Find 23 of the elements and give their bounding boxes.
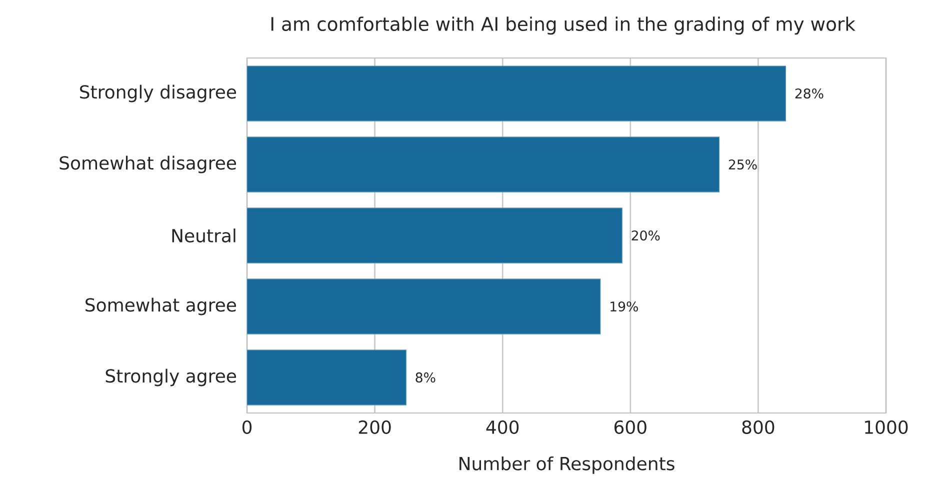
y-tick-label: Neutral bbox=[172, 228, 236, 242]
annotation: 19% bbox=[610, 301, 638, 312]
annotation: 8% bbox=[416, 372, 436, 383]
annotation: 25% bbox=[728, 159, 757, 170]
bar bbox=[247, 66, 786, 122]
x-tick-label: 1000 bbox=[865, 420, 908, 434]
bar bbox=[247, 350, 406, 406]
x-tick-label: 0 bbox=[242, 420, 252, 434]
annotation: 20% bbox=[632, 230, 660, 241]
annotation: 28% bbox=[795, 88, 824, 99]
x-axis-title: Number of Respondents bbox=[460, 456, 674, 474]
bar bbox=[247, 136, 720, 192]
y-tick-label: Strongly disagree bbox=[80, 84, 236, 102]
y-tick-label: Strongly agree bbox=[106, 368, 236, 386]
bar bbox=[247, 208, 622, 264]
x-tick-label: 200 bbox=[358, 420, 391, 434]
x-tick-label: 400 bbox=[486, 420, 519, 434]
y-tick-label: Somewhat agree bbox=[86, 298, 236, 316]
x-tick-label: 800 bbox=[742, 420, 774, 434]
chart-title: I am comfortable with AI being used in the grading of my work bbox=[271, 16, 856, 35]
bar bbox=[247, 278, 601, 334]
x-tick-label: 600 bbox=[614, 420, 646, 434]
y-tick-label: Somewhat disagree bbox=[60, 156, 236, 174]
